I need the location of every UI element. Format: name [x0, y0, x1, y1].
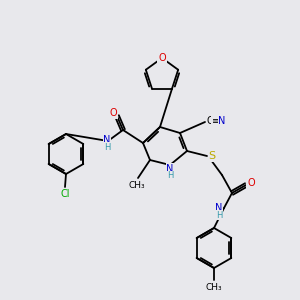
Text: H: H: [216, 211, 222, 220]
Text: C: C: [207, 116, 213, 126]
Text: CH₃: CH₃: [129, 182, 145, 190]
Text: N: N: [218, 116, 226, 126]
Text: H: H: [104, 142, 110, 152]
Text: CH₃: CH₃: [206, 283, 222, 292]
Text: N: N: [215, 203, 223, 213]
Text: S: S: [208, 151, 216, 161]
Text: O: O: [158, 53, 166, 63]
Text: N: N: [166, 164, 174, 174]
Text: O: O: [247, 178, 255, 188]
Text: ≡: ≡: [212, 116, 220, 126]
Text: O: O: [109, 108, 117, 118]
Text: N: N: [103, 135, 111, 145]
Text: Cl: Cl: [60, 189, 70, 199]
Text: H: H: [167, 172, 173, 181]
